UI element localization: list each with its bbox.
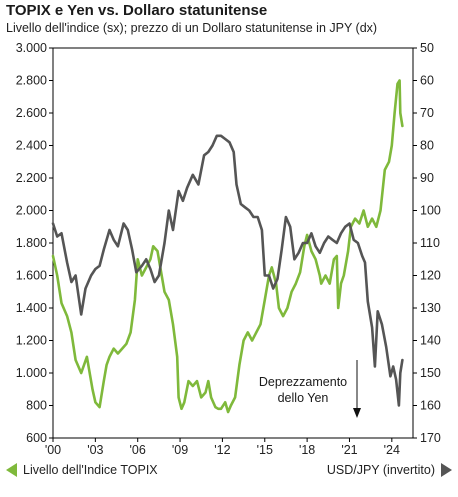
y-right-tick-label: 70 [420,106,434,120]
y-left-tick-label: 1.400 [16,301,47,315]
y-right-tick-label: 150 [420,366,441,380]
y-left-tick-label: 3.000 [16,41,47,55]
x-tick-label: '12 [214,443,230,457]
y-left-tick-label: 1.200 [16,334,47,348]
plot-frame [52,47,414,439]
y-right-tick-label: 140 [420,334,441,348]
y-right-tick-label: 120 [420,269,441,283]
x-tick-label: '21 [341,443,357,457]
y-left-tick-label: 2.200 [16,171,47,185]
y-left-tick-label: 1.000 [16,366,47,380]
triangle-right-icon [441,463,452,477]
y-right-tick-label: 80 [420,139,434,153]
y-right-tick-label: 160 [420,399,441,413]
annotation-line-2: dello Yen [277,391,329,405]
triangle-left-icon [6,463,17,477]
y-left-tick-label: 2.000 [16,204,47,218]
x-tick-label: '09 [172,443,188,457]
chart-subtitle: Livello dell'indice (sx); prezzo di un D… [6,21,378,35]
legend-topix: Livello dell'Indice TOPIX [6,463,158,477]
y-left-tick-label: 2.800 [16,74,47,88]
x-tick-label: '18 [299,443,315,457]
annotation-arrow-head [353,408,361,418]
y-right-tick-label: 110 [420,236,440,250]
y-left-tick-label: 800 [26,399,47,413]
legend-usdjpy: USD/JPY (invertito) [327,463,452,477]
y-right-tick-label: 90 [420,171,434,185]
y-right-tick-label: 130 [420,301,441,315]
y-right-tick-label: 50 [420,41,434,55]
annotation-text: Deprezzamento dello Yen [248,374,358,406]
series-line-usdjpy [51,134,404,407]
page-title: TOPIX e Yen vs. Dollaro statunitense [6,2,268,19]
annotation-line-1: Deprezzamento [258,375,348,389]
x-tick-label: '06 [130,443,146,457]
x-tick-label: '24 [384,443,400,457]
x-tick-label: '15 [257,443,273,457]
y-right-tick-label: 60 [420,74,434,88]
y-left-tick-label: 1.800 [16,236,47,250]
y-right-tick-label: 100 [420,204,441,218]
y-left-tick-label: 2.400 [16,139,47,153]
series-line-topix [51,79,404,414]
legend-usdjpy-label: USD/JPY (invertito) [326,463,435,477]
x-tick-label: '00 [45,443,61,457]
legend-topix-label: Livello dell'Indice TOPIX [23,463,158,477]
y-left-tick-label: 600 [26,431,47,445]
y-left-tick-label: 1.600 [16,269,47,283]
y-left-tick-label: 2.600 [16,106,47,120]
y-right-tick-label: 170 [420,431,441,445]
x-tick-label: '03 [87,443,103,457]
